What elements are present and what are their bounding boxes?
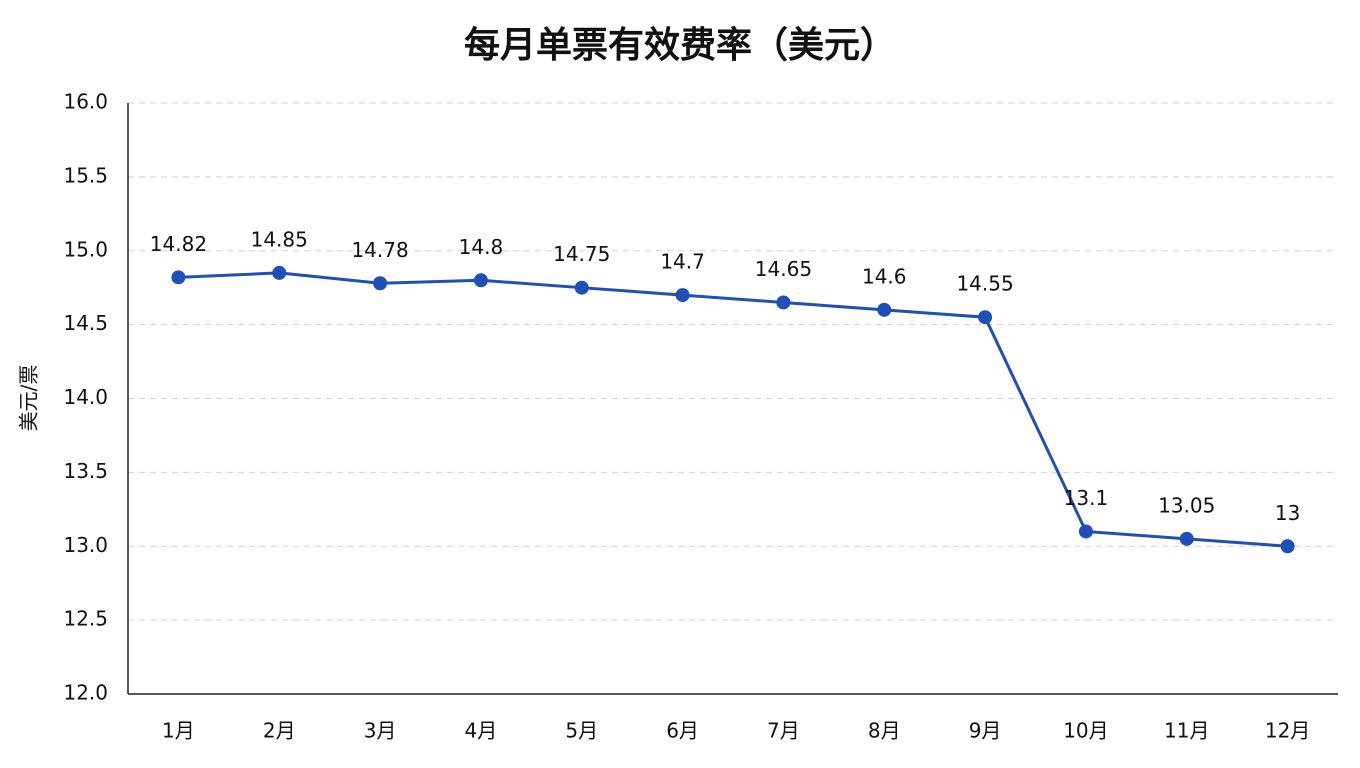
data-label: 14.75 bbox=[553, 242, 610, 266]
point bbox=[1078, 524, 1093, 539]
point bbox=[373, 276, 388, 291]
point bbox=[877, 302, 892, 317]
x-tick-label: 1月 bbox=[162, 719, 195, 743]
data-label: 14.7 bbox=[660, 250, 705, 274]
y-tick-label: 15.5 bbox=[63, 163, 108, 187]
y-tick-label: 15.0 bbox=[63, 237, 108, 261]
line bbox=[178, 271, 1288, 548]
y-tick-label: 12.0 bbox=[63, 681, 108, 705]
data-label: 14.6 bbox=[862, 264, 907, 288]
x-tick-label: 6月 bbox=[666, 719, 699, 743]
x-tick-label: 2月 bbox=[263, 719, 296, 743]
x-tick-label: 10月 bbox=[1063, 719, 1108, 743]
data-label: 14.55 bbox=[956, 272, 1013, 296]
point bbox=[574, 280, 589, 295]
data-label: 13.05 bbox=[1158, 493, 1215, 517]
x-tick-label: 9月 bbox=[969, 719, 1002, 743]
point bbox=[978, 310, 993, 325]
data-label: 14.85 bbox=[251, 227, 308, 251]
y-axis-label: 美元/票 bbox=[17, 365, 41, 432]
x-tick-label: 8月 bbox=[868, 719, 901, 743]
y-tick-label: 13.5 bbox=[63, 459, 108, 483]
x-tick-label: 11月 bbox=[1164, 719, 1209, 743]
data-label: 14.82 bbox=[150, 232, 207, 256]
x-tick-label: 4月 bbox=[465, 719, 498, 743]
x-tick-label: 7月 bbox=[767, 719, 800, 743]
y-tick-label: 12.5 bbox=[63, 607, 108, 631]
point bbox=[272, 265, 287, 280]
data-label: 13 bbox=[1275, 501, 1300, 525]
data-label: 14.65 bbox=[755, 257, 812, 281]
point bbox=[1280, 539, 1295, 554]
y-tick-label: 14.5 bbox=[63, 311, 108, 335]
x-tick-label: 3月 bbox=[364, 719, 397, 743]
chart-title: 每月单票有效费率（美元） bbox=[464, 25, 896, 66]
point bbox=[171, 270, 186, 285]
y-tick-label: 13.0 bbox=[63, 533, 108, 557]
point bbox=[473, 273, 488, 288]
x-tick-label: 12月 bbox=[1265, 719, 1310, 743]
point bbox=[1179, 531, 1194, 546]
y-tick-label: 14.0 bbox=[63, 385, 108, 409]
point bbox=[776, 295, 791, 310]
data-label: 13.1 bbox=[1064, 486, 1109, 510]
x-tick-label: 5月 bbox=[565, 719, 598, 743]
point bbox=[675, 288, 690, 303]
data-label: 14.78 bbox=[351, 238, 408, 262]
data-label: 14.8 bbox=[459, 235, 504, 259]
y-tick-label: 16.0 bbox=[63, 90, 108, 114]
